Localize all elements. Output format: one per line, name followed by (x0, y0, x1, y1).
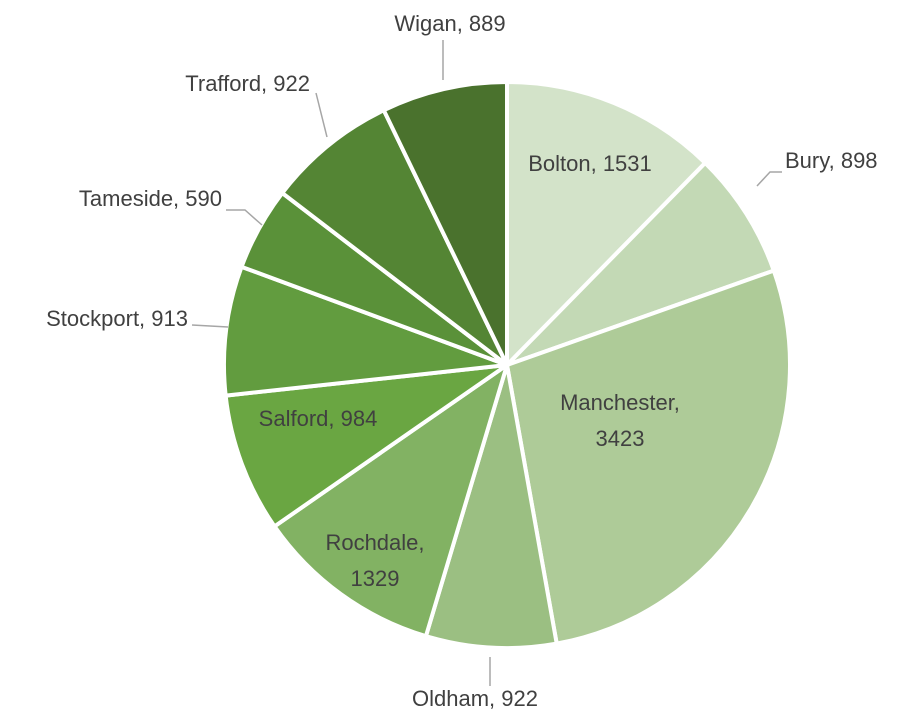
data-label: Wigan, 889 (394, 11, 505, 36)
label-line: Manchester, (560, 390, 680, 415)
label-line: Rochdale, (325, 530, 424, 555)
data-label: Oldham, 922 (412, 686, 538, 711)
pie-slice (280, 108, 509, 367)
leader-line (756, 171, 782, 187)
label-line: 3423 (596, 426, 645, 451)
pie-slice (423, 363, 559, 650)
pie-slice (272, 363, 509, 639)
data-label: Bolton, 1531 (528, 151, 652, 176)
data-label: Salford, 984 (259, 406, 378, 431)
pie-slice (223, 363, 509, 529)
pie-slice (505, 268, 792, 646)
data-label: Bury, 898 (785, 148, 878, 173)
data-label: Rochdale, 1329 (325, 530, 424, 591)
pie-slice (222, 264, 509, 398)
data-label: Stockport, 913 (46, 306, 188, 331)
label-line: 1329 (351, 566, 400, 591)
pie-slice (505, 160, 776, 367)
data-label: Manchester, 3423 (560, 390, 680, 451)
data-label: Tameside, 590 (79, 186, 222, 211)
pie-slice (381, 80, 509, 367)
leader-line (226, 209, 263, 226)
pie-slice (505, 80, 708, 367)
leader-line (315, 92, 328, 138)
leader-line (191, 324, 229, 328)
data-label: Trafford, 922 (185, 71, 310, 96)
